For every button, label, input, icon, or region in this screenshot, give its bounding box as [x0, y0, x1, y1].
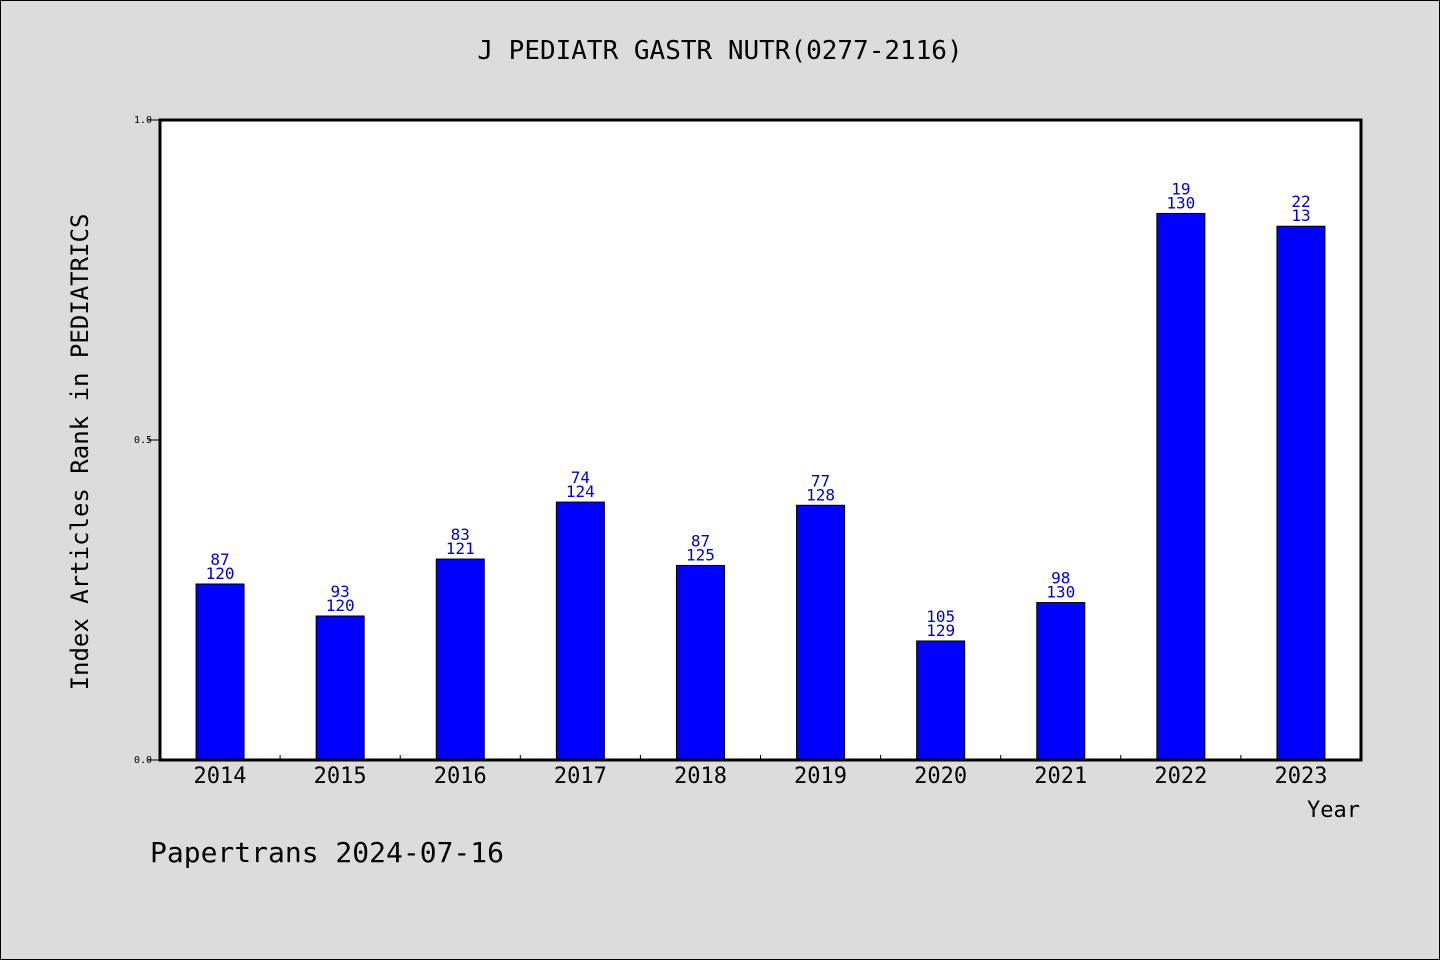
- bar-label-bottom-2023: 13: [1291, 206, 1310, 225]
- x-tick-label-2015: 2015: [314, 764, 367, 789]
- bar-label-top-2020: 105: [926, 607, 955, 626]
- x-tick-label-2019: 2019: [794, 764, 847, 789]
- bar-2015: [315, 615, 365, 761]
- x-tick-label-2023: 2023: [1274, 764, 1327, 789]
- bar-label-bottom-2015: 120: [326, 596, 355, 615]
- y-tick-label: 1.0: [134, 115, 152, 126]
- chart-title: J PEDIATR GASTR NUTR(0277-2116): [477, 36, 963, 66]
- bar-label-top-2018: 87: [691, 531, 710, 550]
- bar-2019: [796, 504, 846, 761]
- bar-label-top-2022: 19: [1171, 179, 1190, 198]
- bar-2022: [1156, 212, 1206, 761]
- bar-label-top-2019: 77: [811, 471, 830, 490]
- bar-label-bottom-2014: 120: [206, 564, 235, 583]
- plot-border: [158, 118, 1363, 762]
- bar-2016: [435, 558, 485, 761]
- y-tick-label: 0.5: [134, 435, 152, 446]
- bar-label-top-2021: 98: [1051, 569, 1070, 588]
- bar-label-bottom-2018: 125: [686, 545, 715, 564]
- x-tick-label-2016: 2016: [434, 764, 487, 789]
- bar-2023: [1276, 225, 1326, 761]
- x-tick-label-2022: 2022: [1154, 764, 1207, 789]
- bar-label-top-2017: 74: [571, 468, 590, 487]
- bar-2020: [916, 640, 966, 761]
- x-tick-label-2014: 2014: [194, 764, 247, 789]
- x-tick-label-2020: 2020: [914, 764, 967, 789]
- y-tick-label: 0.0: [134, 755, 152, 766]
- bar-label-top-2015: 93: [331, 582, 350, 601]
- x-tick-label-2017: 2017: [554, 764, 607, 789]
- bar-label-bottom-2017: 124: [566, 482, 595, 501]
- bar-label-bottom-2021: 130: [1046, 583, 1075, 602]
- bar-label-top-2023: 22: [1291, 192, 1310, 211]
- x-tick-label-2018: 2018: [674, 764, 727, 789]
- bar-label-bottom-2019: 128: [806, 485, 835, 504]
- bar-label-top-2014: 87: [210, 550, 229, 569]
- bar-2014: [195, 583, 245, 761]
- bar-label-bottom-2020: 129: [926, 621, 955, 640]
- footer-credit: Papertrans 2024-07-16: [150, 836, 505, 869]
- bar-2017: [555, 501, 605, 761]
- bar-2018: [675, 564, 725, 761]
- bar-2021: [1036, 602, 1086, 761]
- x-tick-label-2021: 2021: [1034, 764, 1087, 789]
- bar-label-top-2016: 83: [451, 525, 470, 544]
- bar-label-bottom-2016: 121: [446, 539, 475, 558]
- bar-label-bottom-2022: 130: [1166, 193, 1195, 212]
- x-axis-label: Year: [1307, 798, 1360, 823]
